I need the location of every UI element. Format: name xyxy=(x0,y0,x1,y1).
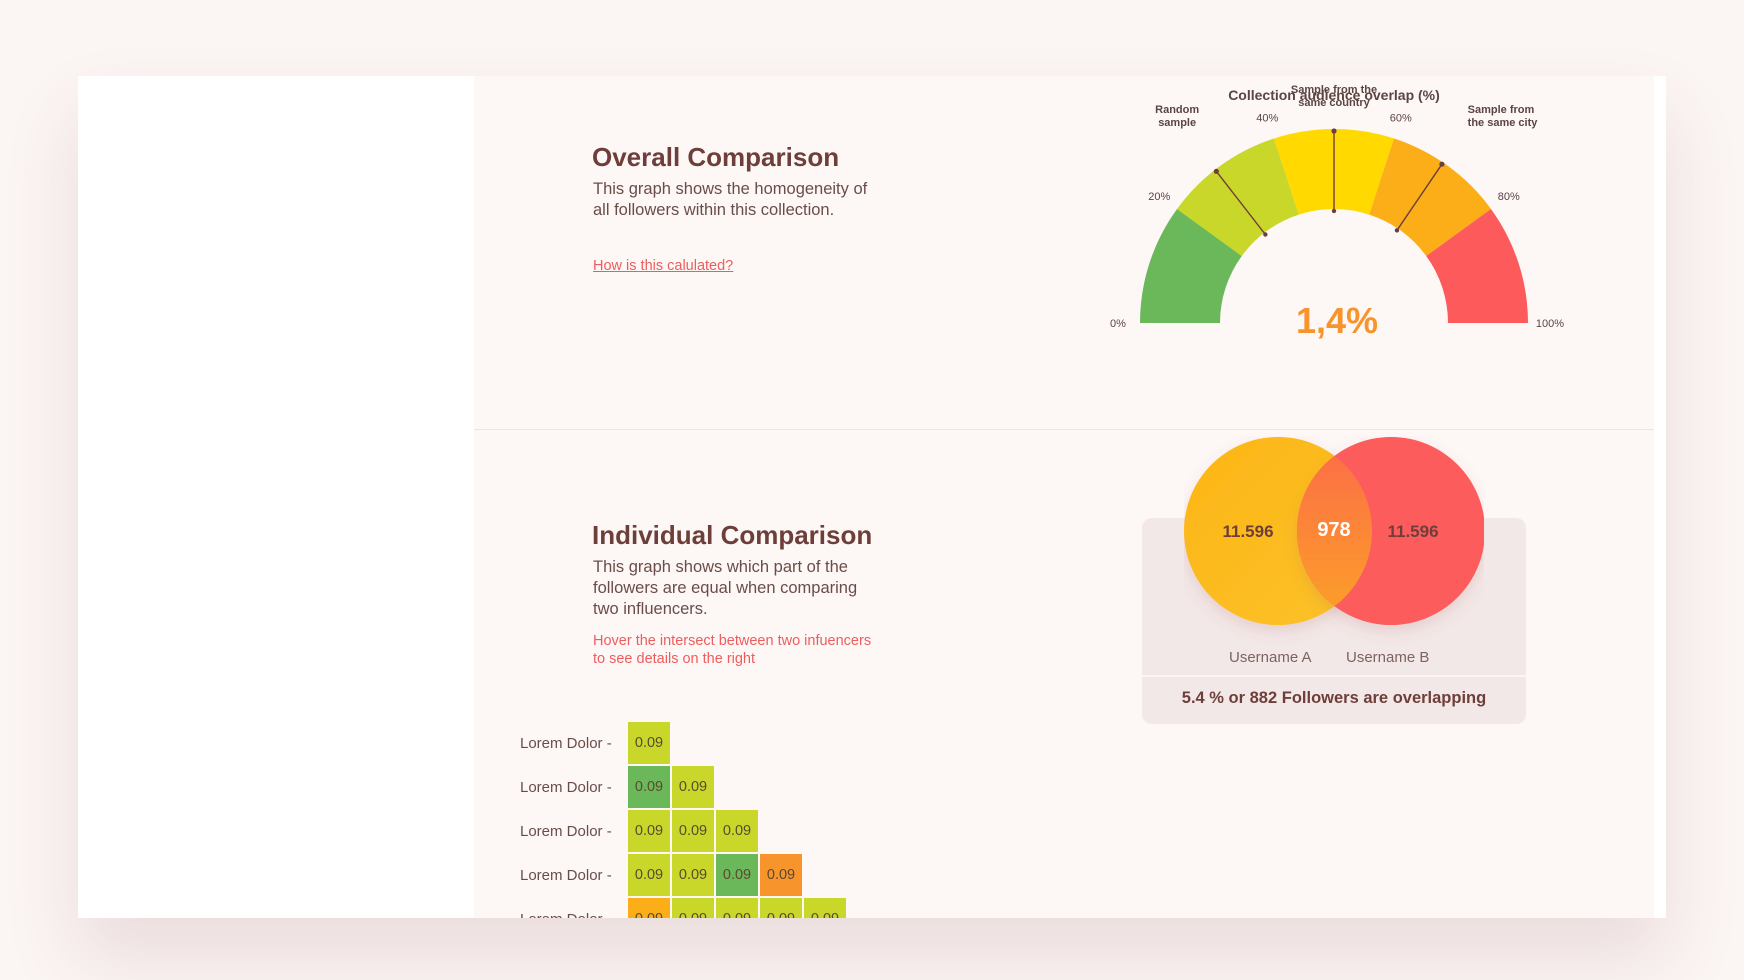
gauge-marker-dot xyxy=(1439,161,1445,167)
heatmap-cell[interactable]: 0.09 xyxy=(716,898,759,918)
gauge-marker-dot xyxy=(1213,168,1219,174)
heatmap-row-label: Lorem Dolor - xyxy=(520,823,612,840)
gauge-marker-dot xyxy=(1394,228,1400,233)
dashboard-card: Overall Comparison This graph shows the … xyxy=(78,76,1666,918)
overlap-summary: 5.4 % or 882 Followers are overlapping xyxy=(1181,689,1487,707)
gauge-band-2 xyxy=(1177,138,1299,256)
gauge-marker-dot xyxy=(1331,208,1337,214)
venn-diagram: 11.596 978 11.596 xyxy=(1184,437,1484,625)
gauge-tick-label: 80% xyxy=(1498,191,1520,203)
heatmap-row-label: Lorem Dolor - xyxy=(520,867,612,884)
heatmap-cell[interactable]: 0.09 xyxy=(628,810,671,853)
gauge-marker-label: Random xyxy=(1155,104,1199,116)
heatmap-row-label: Lorem Dolor - xyxy=(520,735,612,752)
gauge-value: 1,4% xyxy=(1296,300,1378,341)
venn-overlap-value: 978 xyxy=(1317,519,1350,541)
gauge-tick-labels: 0% 20% 40% 60% 80% 100% xyxy=(1110,113,1564,330)
heatmap-cell[interactable]: 0.09 xyxy=(628,854,671,897)
heatmap-cell[interactable]: 0.09 xyxy=(760,854,803,897)
heatmap-cell[interactable]: 0.09 xyxy=(716,810,759,853)
overall-comparison-title: Overall Comparison xyxy=(592,142,840,172)
username-a-label: Username A xyxy=(1229,649,1312,666)
individual-comparison-title: Individual Comparison xyxy=(592,520,873,550)
gauge-tick-label: 100% xyxy=(1536,318,1564,330)
venn-intersection[interactable] xyxy=(1297,437,1484,625)
gauge-tick-label: 0% xyxy=(1110,318,1126,330)
sidebar-panel xyxy=(78,76,474,918)
overlap-gauge-chart: Collection audience overlap (%) 0% 20% 40%… xyxy=(1110,84,1564,341)
gauge-marker-label: the same city xyxy=(1468,117,1539,129)
gauge-marker-label: same country xyxy=(1298,97,1370,109)
gauge-marker-line xyxy=(1396,163,1443,231)
how-calculated-link[interactable]: How is this calulated? xyxy=(593,258,734,274)
heatmap-cell[interactable]: 0.09 xyxy=(628,722,671,765)
heatmap-row-label: Lorem Dolor - xyxy=(520,779,612,796)
heatmap-cell[interactable]: 0.09 xyxy=(716,854,759,897)
heatmap-cell[interactable]: 0.09 xyxy=(628,766,671,809)
individual-comparison-description: This graph shows which part of the follo… xyxy=(593,558,858,618)
content-area: Overall Comparison This graph shows the … xyxy=(474,76,1654,918)
heatmap-cell[interactable]: 0.09 xyxy=(672,898,715,918)
heatmap-cell[interactable]: 0.09 xyxy=(628,898,671,918)
venn-panel: Username A Username B 5.4 % or 882 Follo… xyxy=(1142,518,1526,724)
gauge-tick-label: 20% xyxy=(1148,191,1170,203)
gauge-band-5 xyxy=(1426,208,1528,323)
heatmap-cell[interactable]: 0.09 xyxy=(672,810,715,853)
venn-right-value: 11.596 xyxy=(1387,522,1438,541)
heatmap-cell[interactable]: 0.09 xyxy=(672,766,715,809)
gauge-marker-label: Sample from xyxy=(1468,104,1535,116)
gauge-tick-label: 60% xyxy=(1390,113,1412,125)
heatmap-cell[interactable]: 0.09 xyxy=(672,854,715,897)
overall-comparison-description: This graph shows the homogeneity of all … xyxy=(593,180,868,219)
gauge-marker-dot xyxy=(1331,128,1337,134)
venn-panel-divider xyxy=(1142,675,1526,677)
gauge-marker-dot xyxy=(1263,232,1268,237)
gauge-band-1 xyxy=(1140,208,1242,323)
section-divider xyxy=(474,429,1654,430)
gauge-tick-label: 40% xyxy=(1256,113,1278,125)
heatmap-row-label: Lorem Dolor - xyxy=(520,911,612,918)
venn-left-value: 11.596 xyxy=(1222,522,1273,541)
heatmap-cell[interactable]: 0.09 xyxy=(760,898,803,918)
heatmap-cell[interactable]: 0.09 xyxy=(804,898,847,918)
gauge-marker-label: Sample from the xyxy=(1291,84,1377,96)
gauge-title: Collection audience overlap (%) xyxy=(1228,87,1440,103)
gauge-marker-label: sample xyxy=(1158,117,1196,129)
hover-hint: Hover the intersect between two infuence… xyxy=(593,633,872,667)
gauge-marker-line xyxy=(1215,170,1266,235)
username-b-label: Username B xyxy=(1346,649,1430,666)
